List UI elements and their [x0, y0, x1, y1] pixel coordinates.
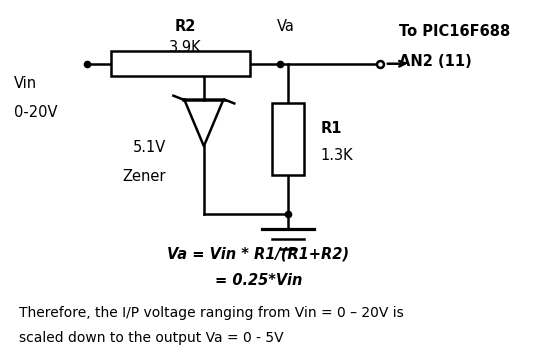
Text: 5.1V: 5.1V	[132, 141, 166, 155]
Bar	[111, 51, 250, 76]
Text: Zener: Zener	[122, 169, 166, 184]
Text: R2: R2	[174, 19, 195, 33]
Text: 3.9K: 3.9K	[169, 40, 201, 55]
Text: To PIC16F688: To PIC16F688	[400, 24, 511, 39]
Text: Vin: Vin	[14, 76, 37, 91]
Text: Therefore, the I/P voltage ranging from Vin = 0 – 20V is: Therefore, the I/P voltage ranging from …	[19, 306, 404, 320]
Bar	[272, 103, 304, 175]
Text: AN2 (11): AN2 (11)	[400, 55, 472, 70]
Text: Va: Va	[277, 19, 294, 33]
Text: Va = Vin * R1/(R1+R2): Va = Vin * R1/(R1+R2)	[167, 246, 349, 261]
Text: 1.3K: 1.3K	[321, 148, 354, 163]
Text: R1: R1	[321, 121, 342, 136]
Text: 0-20V: 0-20V	[14, 104, 57, 120]
Text: = 0.25*Vin: = 0.25*Vin	[215, 273, 302, 288]
Text: scaled down to the output Va = 0 - 5V: scaled down to the output Va = 0 - 5V	[19, 331, 284, 345]
